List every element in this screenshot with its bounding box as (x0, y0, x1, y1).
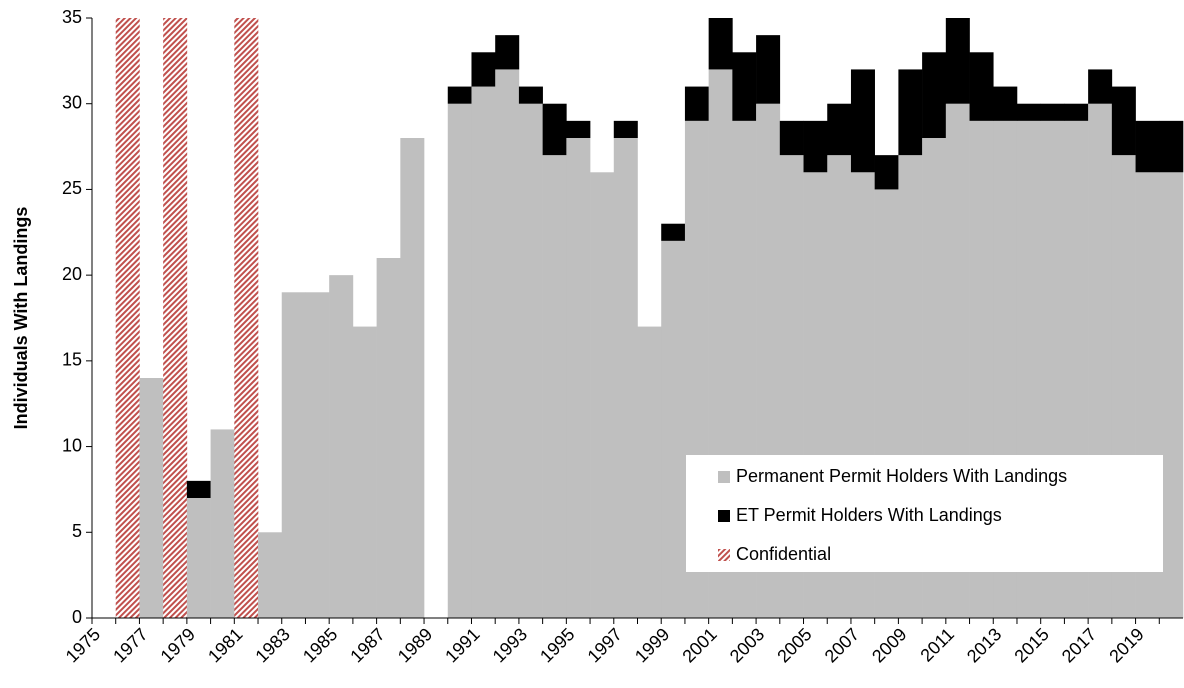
bar (613, 138, 638, 618)
y-tick-label: 15 (62, 350, 82, 370)
bar (234, 18, 259, 618)
bar (518, 103, 543, 618)
x-tick-label: 1985 (299, 624, 341, 666)
bar (281, 292, 306, 618)
x-tick-label: 2019 (1105, 624, 1147, 666)
legend-swatch (718, 471, 730, 483)
x-tick-label: 1989 (394, 624, 436, 666)
bar (566, 138, 591, 618)
x-tick-label: 2011 (916, 624, 958, 666)
bar (1064, 103, 1089, 121)
bar (376, 258, 401, 618)
bar (969, 52, 994, 121)
bar (400, 138, 425, 618)
x-tick-label: 1979 (157, 624, 199, 666)
bar (613, 120, 638, 138)
legend-swatch (718, 510, 730, 522)
x-tick-label: 1983 (251, 624, 293, 666)
y-axis-label: Individuals With Landings (11, 207, 31, 430)
bar (684, 86, 709, 121)
y-tick-label: 25 (62, 178, 82, 198)
x-tick-label: 2015 (1010, 624, 1052, 666)
y-tick-label: 10 (62, 435, 82, 455)
bar (186, 498, 211, 618)
legend-label: Confidential (736, 544, 831, 564)
x-tick-label: 1975 (62, 624, 104, 666)
bar (1159, 120, 1184, 173)
bar (661, 240, 686, 618)
bar (518, 86, 543, 104)
x-tick-label: 1987 (346, 624, 388, 666)
bar (850, 69, 875, 173)
x-tick-label: 1997 (584, 624, 626, 666)
bar (447, 86, 472, 104)
x-tick-label: 1993 (489, 624, 531, 666)
bar (1159, 172, 1184, 619)
bar (542, 103, 567, 156)
bar (542, 155, 567, 618)
bar (329, 275, 354, 618)
legend-swatch (718, 549, 730, 561)
bar (803, 120, 828, 173)
bar (590, 172, 615, 619)
x-tick-label: 2013 (963, 624, 1005, 666)
x-tick-label: 1991 (441, 624, 483, 666)
bar (139, 378, 164, 618)
y-tick-label: 20 (62, 264, 82, 284)
bar (471, 52, 496, 87)
x-tick-label: 1995 (536, 624, 578, 666)
legend-box (686, 455, 1163, 572)
bar (732, 52, 757, 121)
bar (210, 429, 235, 618)
bar (186, 480, 211, 498)
bar (874, 155, 899, 190)
legend-label: Permanent Permit Holders With Landings (736, 466, 1067, 486)
bar (495, 69, 520, 618)
bar (637, 326, 662, 618)
bar (352, 326, 377, 618)
bar (661, 223, 686, 241)
bar (708, 18, 733, 70)
bar (945, 18, 970, 104)
y-tick-label: 30 (62, 92, 82, 112)
bar (993, 86, 1018, 121)
bar (922, 52, 947, 138)
bar (1135, 120, 1160, 173)
y-tick-label: 5 (72, 521, 82, 541)
bar (779, 120, 804, 156)
y-tick-label: 35 (62, 7, 82, 27)
bar (258, 532, 283, 618)
bar (827, 103, 852, 156)
x-tick-label: 1999 (631, 624, 673, 666)
x-tick-label: 2017 (1058, 624, 1100, 666)
bar (1040, 103, 1065, 121)
bar (495, 35, 520, 70)
x-tick-label: 2007 (821, 624, 863, 666)
x-tick-label: 1977 (109, 624, 151, 666)
legend-label: ET Permit Holders With Landings (736, 505, 1002, 525)
x-tick-label: 2003 (726, 624, 768, 666)
y-tick-label: 0 (72, 607, 82, 627)
bar (566, 120, 591, 138)
x-tick-label: 2009 (868, 624, 910, 666)
bar (1088, 69, 1113, 104)
bar (115, 18, 140, 618)
bar (1111, 86, 1136, 156)
bar (471, 86, 496, 619)
bar (898, 69, 923, 156)
bar (756, 35, 781, 104)
x-tick-label: 1981 (204, 624, 246, 666)
x-tick-label: 2001 (678, 624, 720, 666)
bar (163, 18, 188, 618)
bar (305, 292, 330, 618)
bar (447, 103, 472, 618)
x-tick-label: 2005 (773, 624, 815, 666)
bar (1016, 103, 1041, 121)
